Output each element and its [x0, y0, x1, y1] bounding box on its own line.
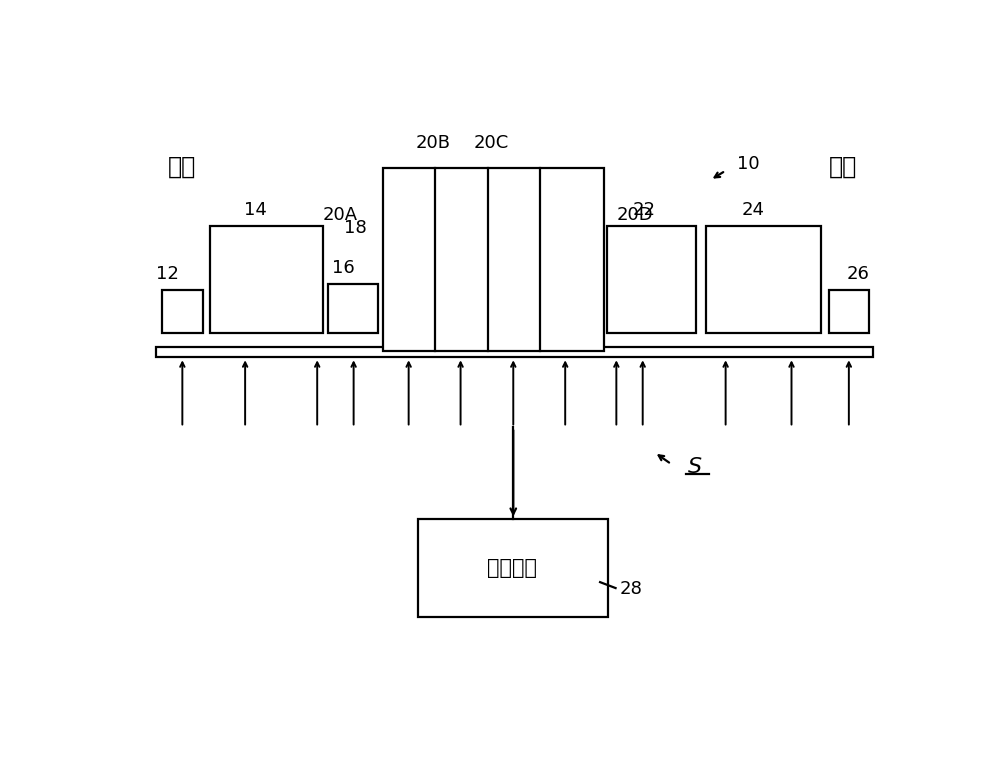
Text: 16: 16: [332, 259, 355, 277]
Text: 上游: 上游: [168, 155, 196, 179]
Bar: [383, 168, 604, 351]
Text: S: S: [688, 457, 702, 477]
Bar: [418, 519, 608, 617]
Text: 12: 12: [156, 266, 179, 283]
Bar: [706, 226, 821, 333]
Bar: [156, 346, 873, 357]
Bar: [829, 290, 869, 333]
Text: 28: 28: [619, 581, 642, 598]
Text: 10: 10: [737, 155, 760, 172]
Text: 主计算机: 主计算机: [488, 558, 538, 578]
Text: 22: 22: [633, 201, 656, 219]
Bar: [162, 290, 202, 333]
Text: 20D: 20D: [617, 206, 654, 224]
Text: 14: 14: [244, 201, 267, 219]
Text: 下游: 下游: [829, 155, 857, 179]
Text: 20A: 20A: [322, 206, 358, 224]
Bar: [328, 284, 378, 333]
Text: 24: 24: [741, 201, 764, 219]
Bar: [607, 226, 696, 333]
Text: 20B: 20B: [415, 134, 450, 152]
Text: 18: 18: [344, 219, 366, 237]
Text: 20C: 20C: [473, 134, 508, 152]
Text: 26: 26: [846, 266, 869, 283]
Bar: [210, 226, 323, 333]
